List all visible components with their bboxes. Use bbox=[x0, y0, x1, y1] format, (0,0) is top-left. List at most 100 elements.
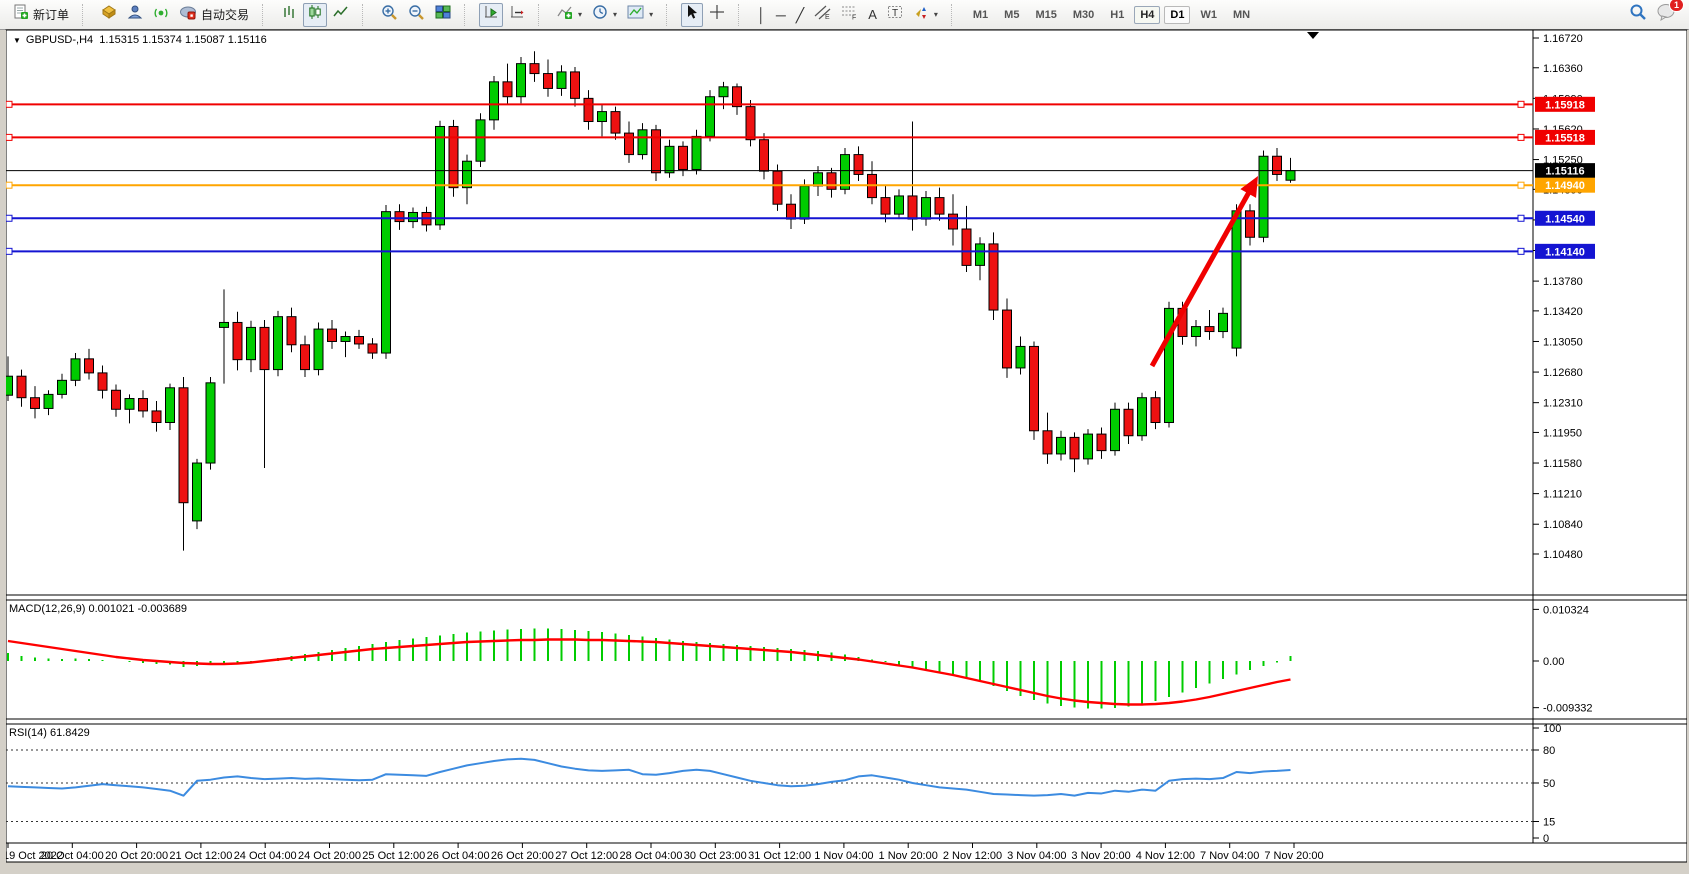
price-badge-label: 1.15518 bbox=[1545, 132, 1585, 144]
price-tick-label: 1.11210 bbox=[1543, 489, 1582, 501]
candle-body bbox=[1204, 326, 1215, 333]
macd-signal-value: -0.003689 bbox=[137, 603, 187, 615]
timeframe-d1[interactable]: D1 bbox=[1164, 5, 1191, 24]
timeframe-m30[interactable]: M30 bbox=[1072, 8, 1095, 21]
ohlc-high: 1.15374 bbox=[142, 34, 182, 46]
price-badge bbox=[1535, 129, 1595, 145]
auto-scroll-button[interactable] bbox=[479, 2, 504, 27]
line-handle[interactable] bbox=[1517, 247, 1525, 255]
timeframe-m15[interactable]: M15 bbox=[1035, 8, 1057, 21]
candle-body bbox=[232, 321, 243, 361]
line-handle[interactable] bbox=[5, 181, 13, 189]
market-watch-button[interactable] bbox=[97, 3, 121, 27]
periods-button[interactable]: ▾ bbox=[588, 3, 621, 27]
profile-button[interactable] bbox=[123, 3, 147, 27]
timeframe-w1[interactable]: W1 bbox=[1200, 8, 1217, 21]
candle-body bbox=[637, 129, 648, 156]
autotrading-button[interactable]: 自动交易 bbox=[175, 3, 253, 27]
candle-body bbox=[813, 172, 823, 187]
timeframe-m5[interactable]: M5 bbox=[1004, 8, 1020, 21]
candle-body bbox=[624, 132, 634, 156]
new-order-button[interactable]: 新订单 bbox=[9, 3, 73, 27]
clock-icon bbox=[592, 4, 608, 25]
horizontal-line-button[interactable]: ─ bbox=[772, 3, 790, 27]
tile-windows-button[interactable] bbox=[431, 3, 455, 27]
line-chart-icon bbox=[333, 4, 349, 25]
arrows-button[interactable]: ▾ bbox=[909, 3, 942, 27]
candle-body bbox=[313, 328, 324, 371]
line-handle[interactable] bbox=[5, 100, 13, 108]
price-badge bbox=[1535, 96, 1595, 112]
price-badge-label: 1.14540 bbox=[1545, 213, 1585, 225]
line-handle[interactable] bbox=[5, 133, 13, 141]
toolbar-separator bbox=[464, 3, 470, 26]
line-handle[interactable] bbox=[1517, 214, 1525, 222]
text-label-button[interactable]: T bbox=[883, 3, 907, 27]
chart-title: ▼ GBPUSD-,H4 1.15315 1.15374 1.15087 1.15… bbox=[13, 34, 267, 46]
line-handle[interactable] bbox=[1517, 181, 1525, 189]
trendline-button[interactable]: ╱ bbox=[792, 3, 808, 27]
chevron-down-icon[interactable]: ▼ bbox=[13, 36, 21, 45]
time-axis-label: 26 Oct 20:00 bbox=[491, 850, 554, 862]
indicators-button[interactable]: ▾ bbox=[553, 3, 586, 27]
price-tick-label: 1.13050 bbox=[1543, 336, 1583, 348]
price-tick-label: 1.11580 bbox=[1543, 458, 1582, 470]
candle-body bbox=[1245, 210, 1255, 238]
vertical-line-button[interactable]: │ bbox=[753, 3, 770, 27]
time-axis-label: 7 Nov 20:00 bbox=[1264, 850, 1323, 862]
trendline-icon: ╱ bbox=[795, 6, 805, 23]
rsi-tick-label: 80 bbox=[1543, 745, 1555, 757]
candlestick-chart-button[interactable] bbox=[303, 2, 328, 27]
line-handle[interactable] bbox=[1517, 100, 1525, 108]
candlestick-icon bbox=[307, 4, 323, 25]
trend-arrow[interactable] bbox=[1149, 183, 1256, 368]
text-button[interactable]: A bbox=[864, 3, 881, 27]
notifications-button[interactable]: 1 bbox=[1657, 0, 1684, 26]
chevron-down-icon: ▾ bbox=[613, 10, 618, 19]
fibonacci-button[interactable]: F bbox=[837, 3, 862, 27]
price-badge-label: 1.14140 bbox=[1545, 246, 1585, 258]
rsi-value: 61.8429 bbox=[49, 727, 90, 739]
bar-chart-icon bbox=[281, 4, 297, 25]
candle-body bbox=[975, 243, 985, 266]
cursor-icon bbox=[685, 4, 699, 25]
line-handle[interactable] bbox=[1517, 133, 1525, 141]
line-handle[interactable] bbox=[5, 247, 13, 255]
zoom-out-button[interactable] bbox=[404, 3, 429, 27]
candle-body bbox=[178, 387, 189, 504]
zoom-in-button[interactable] bbox=[377, 3, 402, 27]
time-axis-label: 4 Nov 12:00 bbox=[1136, 850, 1195, 862]
timeframe-h1[interactable]: H1 bbox=[1110, 8, 1125, 21]
templates-button[interactable]: ▾ bbox=[623, 3, 657, 27]
signal-button[interactable] bbox=[149, 3, 173, 27]
price-tick-label: 1.11950 bbox=[1543, 427, 1582, 439]
cursor-button[interactable] bbox=[681, 2, 704, 27]
candle-body bbox=[57, 379, 67, 395]
crosshair-button[interactable] bbox=[705, 3, 729, 27]
candle-body bbox=[1164, 307, 1174, 424]
symbol-period-label: GBPUSD-,H4 bbox=[25, 34, 94, 46]
search-icon[interactable] bbox=[1629, 3, 1647, 26]
macd-indicator-label: MACD(12,26,9) 0.001021 -0.003689 bbox=[9, 603, 187, 615]
chart-shift-button[interactable] bbox=[505, 3, 529, 27]
timeframe-m1[interactable]: M1 bbox=[972, 8, 989, 21]
trend-arrow-head[interactable] bbox=[1240, 176, 1258, 198]
bar-chart-button[interactable] bbox=[277, 3, 301, 27]
macd-tick-label: 0.00 bbox=[1543, 656, 1564, 668]
shift-marker-icon[interactable] bbox=[1307, 32, 1319, 39]
candle-body bbox=[1218, 312, 1228, 333]
time-axis-label: 28 Oct 04:00 bbox=[620, 850, 683, 862]
toolbar-separator bbox=[262, 3, 268, 26]
auto-scroll-icon bbox=[483, 4, 499, 25]
timeframe-mn[interactable]: MN bbox=[1232, 8, 1251, 21]
line-chart-button[interactable] bbox=[329, 3, 353, 27]
chevron-down-icon: ▾ bbox=[933, 10, 938, 19]
template-icon bbox=[627, 4, 644, 25]
macd-panel: 0.010324 0.00 -0.009332 bbox=[7, 604, 1593, 715]
line-handle[interactable] bbox=[5, 214, 13, 222]
timeframe-h4[interactable]: H4 bbox=[1134, 5, 1161, 24]
channel-button[interactable]: E bbox=[810, 3, 835, 27]
candle-body bbox=[1285, 170, 1296, 181]
